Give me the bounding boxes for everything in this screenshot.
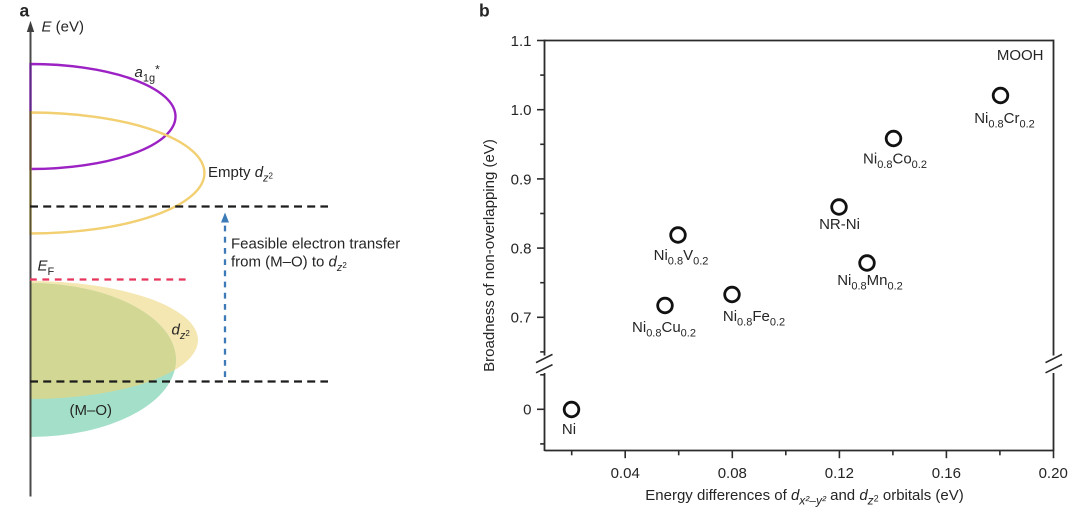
svg-text:0: 0 [523,402,531,419]
svg-text:b: b [479,1,490,21]
svg-text:MOOH: MOOH [997,47,1044,64]
svg-text:EF: EF [38,258,55,279]
svg-text:Feasible electron transfer: Feasible electron transfer [231,236,400,253]
svg-text:(M–O): (M–O) [70,402,113,419]
svg-text:0.12: 0.12 [825,465,854,482]
svg-text:dz2: dz2 [172,322,191,343]
svg-text:0.9: 0.9 [511,171,532,188]
svg-text:from (M–O) to dz2: from (M–O) to dz2 [231,254,347,275]
svg-text:Ni: Ni [562,421,576,438]
svg-text:0.20: 0.20 [1039,465,1068,482]
svg-text:a1g*: a1g* [135,63,161,85]
svg-text:0.04: 0.04 [611,465,640,482]
svg-text:NR-Ni: NR-Ni [819,216,860,233]
svg-text:0.7: 0.7 [511,310,532,327]
svg-text:1.1: 1.1 [511,33,532,50]
svg-text:Broadness of non-overlapping (: Broadness of non-overlapping (eV) [481,139,498,372]
svg-text:Empty dz2: Empty dz2 [208,164,274,185]
svg-text:Ni0.8Cr0.2: Ni0.8Cr0.2 [974,110,1035,131]
svg-text:E (eV): E (eV) [42,19,85,36]
svg-text:0.08: 0.08 [718,465,747,482]
svg-text:Ni0.8V0.2: Ni0.8V0.2 [654,247,709,268]
svg-text:Ni0.8Co0.2: Ni0.8Co0.2 [863,151,927,172]
svg-text:Energy differences of dx²–y² a: Energy differences of dx²–y² and dz2 orb… [645,487,963,508]
svg-text:Ni0.8Cu0.2: Ni0.8Cu0.2 [632,319,696,340]
svg-text:0.8: 0.8 [511,241,532,258]
svg-text:Ni0.8Mn0.2: Ni0.8Mn0.2 [837,272,903,293]
svg-text:0.16: 0.16 [932,465,961,482]
svg-text:Ni0.8Fe0.2: Ni0.8Fe0.2 [723,308,785,329]
svg-text:a: a [20,1,30,21]
svg-text:1.0: 1.0 [511,102,532,119]
